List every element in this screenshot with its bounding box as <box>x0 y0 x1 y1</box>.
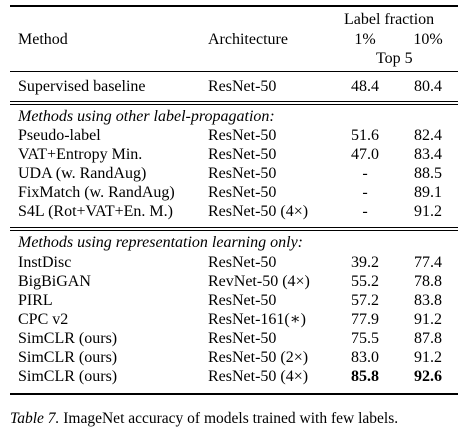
row-value-1pct: 51.6 <box>351 127 379 144</box>
section-rule-1b <box>10 104 458 105</box>
bottom-rule <box>10 393 458 395</box>
row-value-1pct: - <box>362 203 368 220</box>
row-method: Supervised baseline <box>18 78 146 95</box>
row-value-10pct: 80.4 <box>414 78 442 95</box>
row-value-10pct: 92.6 <box>414 368 442 385</box>
row-value-10pct: 83.4 <box>414 146 442 163</box>
row-method: CPC v2 <box>18 311 69 328</box>
top-rule <box>10 5 458 7</box>
row-method: BigBiGAN <box>18 273 91 290</box>
row-value-10pct: 89.1 <box>414 184 442 201</box>
section-rule-2b <box>10 230 458 231</box>
caption-text: ImageNet accuracy of models trained with… <box>59 410 399 427</box>
row-method: SimCLR (ours) <box>18 330 118 347</box>
row-value-10pct: 78.8 <box>414 273 442 290</box>
section2-title: Methods using representation learning on… <box>18 234 303 251</box>
row-value-10pct: 77.4 <box>414 254 442 271</box>
section-rule-2a <box>10 227 458 228</box>
row-architecture: ResNet-50 <box>208 146 277 163</box>
header-frac-10: 10% <box>413 31 443 48</box>
row-value-1pct: 85.8 <box>351 368 379 385</box>
row-value-1pct: - <box>362 165 368 182</box>
header-rule <box>10 71 458 72</box>
row-value-10pct: 87.8 <box>414 330 442 347</box>
row-architecture: ResNet-50 <box>208 127 277 144</box>
row-value-10pct: 91.2 <box>414 203 442 220</box>
section1-title: Methods using other label-propagation: <box>18 108 275 125</box>
row-value-1pct: 77.9 <box>351 311 379 328</box>
row-architecture: ResNet-161(∗) <box>208 311 306 328</box>
row-method: InstDisc <box>18 254 72 271</box>
row-value-10pct: 88.5 <box>414 165 442 182</box>
row-architecture: ResNet-50 <box>208 184 277 201</box>
row-value-10pct: 91.2 <box>414 311 442 328</box>
row-architecture: ResNet-50 (2×) <box>208 349 309 366</box>
row-value-1pct: - <box>362 184 368 201</box>
row-value-1pct: 48.4 <box>351 78 379 95</box>
row-architecture: ResNet-50 (4×) <box>208 203 309 220</box>
row-method: SimCLR (ours) <box>18 368 118 385</box>
row-method: Pseudo-label <box>18 127 101 144</box>
table-caption: Table 7. ImageNet accuracy of models tra… <box>10 410 398 428</box>
row-value-10pct: 82.4 <box>414 127 442 144</box>
row-value-1pct: 83.0 <box>351 349 379 366</box>
row-method: PIRL <box>18 292 53 309</box>
row-architecture: ResNet-50 <box>208 165 277 182</box>
row-value-1pct: 75.5 <box>351 330 379 347</box>
caption-label: Table 7. <box>10 410 60 427</box>
row-method: UDA (w. RandAug) <box>18 165 147 182</box>
row-method: VAT+Entropy Min. <box>18 146 143 163</box>
section-rule-1a <box>10 101 458 102</box>
row-value-10pct: 83.8 <box>414 292 442 309</box>
row-value-1pct: 55.2 <box>351 273 379 290</box>
row-architecture: ResNet-50 <box>208 78 277 95</box>
row-method: S4L (Rot+VAT+En. M.) <box>18 203 173 220</box>
row-architecture: ResNet-50 <box>208 254 277 271</box>
row-architecture: RevNet-50 (4×) <box>208 273 310 290</box>
header-metric: Top 5 <box>376 50 413 67</box>
row-value-1pct: 57.2 <box>351 292 379 309</box>
row-architecture: ResNet-50 <box>208 292 277 309</box>
row-architecture: ResNet-50 <box>208 330 277 347</box>
header-method: Method <box>18 31 68 48</box>
row-value-1pct: 47.0 <box>351 146 379 163</box>
header-frac-1: 1% <box>354 31 376 48</box>
row-value-10pct: 91.2 <box>414 349 442 366</box>
header-architecture: Architecture <box>208 31 288 48</box>
row-method: SimCLR (ours) <box>18 349 118 366</box>
header-label-fraction: Label fraction <box>344 11 435 28</box>
row-value-1pct: 39.2 <box>351 254 379 271</box>
row-architecture: ResNet-50 (4×) <box>208 368 309 385</box>
row-method: FixMatch (w. RandAug) <box>18 184 175 201</box>
